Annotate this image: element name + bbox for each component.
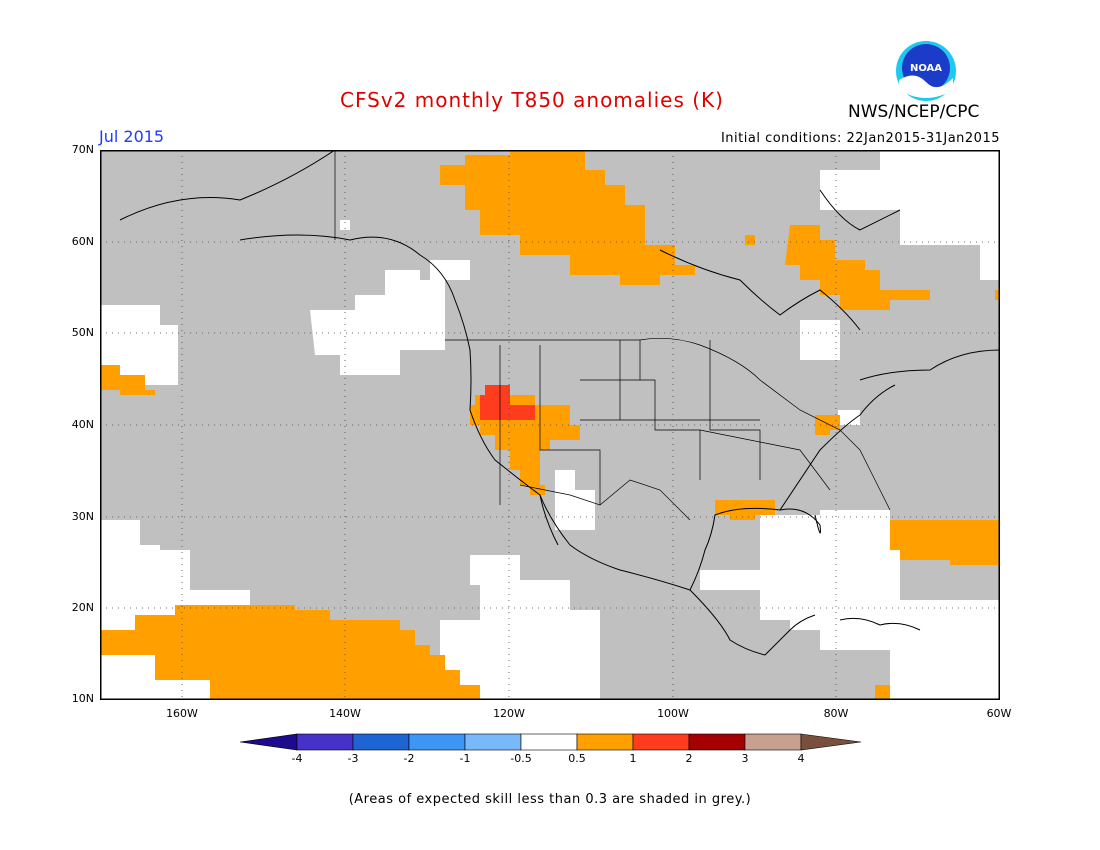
neutral-region — [310, 270, 445, 375]
colorbar-label: 1 — [629, 752, 637, 765]
map-frame — [100, 150, 1000, 700]
neutral-region — [820, 150, 1000, 280]
lon-label: 60W — [986, 707, 1012, 720]
anomaly-region — [890, 520, 1000, 565]
anomaly-region — [785, 225, 930, 310]
anomaly-region — [745, 235, 755, 245]
colorbar-bin — [688, 733, 746, 751]
colorbar-bin — [632, 733, 690, 751]
anomaly-region — [815, 415, 840, 435]
anomaly-region — [480, 385, 535, 420]
colorbar-label: -2 — [403, 752, 415, 765]
neutral-region — [340, 220, 350, 230]
anomaly-region — [715, 500, 775, 520]
colorbar-label: 2 — [685, 752, 693, 765]
lat-label: 60N — [71, 235, 94, 248]
anomaly-region — [875, 685, 890, 700]
anomaly-region — [100, 365, 155, 395]
coastlines — [119, 150, 1000, 656]
political-borders — [334, 150, 891, 521]
colorbar-bin — [296, 733, 354, 751]
colorbar-bin — [352, 733, 410, 751]
colorbar-bin — [408, 733, 466, 751]
neutral-region — [900, 690, 1000, 700]
lat-label: 40N — [71, 418, 94, 431]
lon-label: 100W — [657, 707, 689, 720]
anomaly-region — [100, 605, 480, 700]
agency-label: NWS/NCEP/CPC — [848, 102, 980, 122]
neutral-region — [700, 510, 1000, 700]
lon-label: 140W — [329, 707, 361, 720]
colorbar-label: -0.5 — [510, 752, 532, 765]
colorbar-label: -3 — [347, 752, 359, 765]
forecast-month: Jul 2015 — [99, 127, 165, 146]
colorbar-label: 4 — [797, 752, 805, 765]
colorbar-bin — [464, 733, 522, 751]
colorbar-bin — [744, 733, 802, 751]
logo: NOAA — [895, 40, 957, 102]
lon-label: 160W — [166, 707, 198, 720]
lat-label: 20N — [71, 601, 94, 614]
lat-label: 10N — [71, 692, 94, 705]
colorbar-bin — [520, 733, 578, 751]
colorbar-warm-extreme — [800, 733, 862, 751]
lat-label: 50N — [71, 326, 94, 339]
colorbar-label: -1 — [459, 752, 471, 765]
colorbar-cold-extreme — [240, 733, 298, 751]
anomaly-0-5-to-1-regions — [100, 150, 1000, 700]
neutral-region — [800, 320, 840, 360]
graticule — [100, 150, 1000, 700]
colorbar-bin — [576, 733, 634, 751]
map-title: CFSv2 monthly T850 anomalies (K) — [340, 88, 724, 112]
lat-label: 30N — [71, 510, 94, 523]
colorbar-label: 0.5 — [568, 752, 586, 765]
neutral-region — [838, 410, 860, 425]
lat-label: 70N — [71, 143, 94, 156]
anomaly-1-to-2-regions — [480, 385, 535, 420]
neutral-region — [555, 470, 595, 530]
colorbar-label: -4 — [291, 752, 303, 765]
colorbar-label: 3 — [741, 752, 749, 765]
initial-conditions: Initial conditions: 22Jan2015-31Jan2015 — [720, 131, 1000, 146]
neutral-region — [430, 260, 470, 280]
logo-text: NOAA — [910, 63, 942, 74]
lon-label: 120W — [493, 707, 525, 720]
colorbar — [240, 733, 862, 751]
neutral-region — [100, 555, 600, 700]
anomaly-region — [440, 150, 695, 285]
anomaly-map — [100, 150, 1000, 700]
lon-label: 80W — [823, 707, 849, 720]
skill-footnote: (Areas of expected skill less than 0.3 a… — [348, 792, 752, 807]
